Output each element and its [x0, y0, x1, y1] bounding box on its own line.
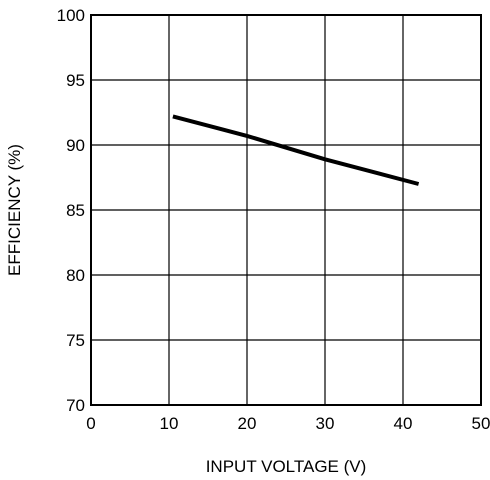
- grid: [91, 15, 481, 405]
- series-group: [172, 114, 420, 186]
- x-tick-label: 30: [316, 414, 335, 433]
- plot-frame: [90, 14, 482, 406]
- x-tick-labels: 0 10 20 30 40 50: [86, 414, 490, 433]
- x-tick-label: 40: [394, 414, 413, 433]
- x-tick-label: 0: [86, 414, 95, 433]
- y-tick-label: 85: [66, 201, 85, 220]
- y-tick-label: 75: [66, 331, 85, 350]
- y-tick-label: 100: [57, 6, 85, 25]
- y-tick-label: 90: [66, 136, 85, 155]
- efficiency-line: [172, 114, 420, 186]
- x-tick-label: 50: [472, 414, 490, 433]
- x-tick-label: 20: [238, 414, 257, 433]
- x-axis-label: INPUT VOLTAGE (V): [206, 457, 367, 476]
- y-tick-label: 70: [66, 396, 85, 415]
- x-tick-label: 10: [160, 414, 179, 433]
- y-tick-label: 95: [66, 71, 85, 90]
- y-axis-label: EFFICIENCY (%): [5, 144, 24, 276]
- y-tick-labels: 70 75 80 85 90 95 100: [57, 6, 85, 415]
- y-tick-label: 80: [66, 266, 85, 285]
